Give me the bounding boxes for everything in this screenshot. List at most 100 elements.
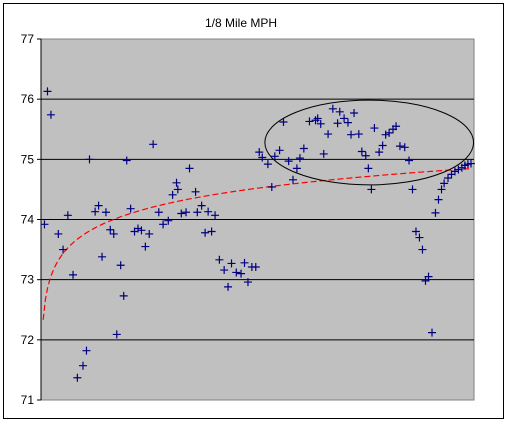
data-point (106, 225, 115, 234)
data-point (411, 227, 420, 236)
data-point (43, 87, 52, 96)
data-point (378, 141, 387, 150)
data-point (215, 255, 224, 264)
data-point (240, 258, 249, 267)
data-point (164, 216, 173, 225)
data-point (145, 229, 154, 238)
data-point (284, 157, 293, 166)
data-point (154, 208, 163, 217)
data-point (381, 130, 390, 139)
data-point (279, 118, 288, 127)
data-point (85, 155, 94, 164)
data-point (94, 201, 103, 210)
data-point (418, 245, 427, 254)
data-point (251, 263, 260, 272)
data-point (159, 220, 168, 229)
y-axis: 71 72 73 74 75 76 77 (21, 32, 42, 407)
data-point (98, 252, 107, 261)
data-point (172, 178, 181, 187)
data-point (324, 130, 333, 139)
data-point (357, 147, 366, 156)
data-point (444, 173, 453, 182)
highlight-group (264, 99, 475, 186)
data-point (350, 109, 359, 118)
data-point (408, 185, 417, 194)
data-point (299, 144, 308, 153)
y-tick-label: 77 (21, 32, 35, 46)
data-point (54, 229, 63, 238)
data-point (79, 361, 88, 370)
data-point (275, 146, 284, 155)
data-point (450, 167, 459, 176)
data-point (289, 175, 298, 184)
data-point (182, 208, 191, 217)
data-point (385, 128, 394, 137)
data-point (141, 242, 150, 251)
chart-title: 1/8 Mile MPH (205, 16, 277, 30)
data-point (434, 195, 443, 204)
data-point (364, 164, 373, 173)
data-point (201, 228, 210, 237)
trendline (42, 167, 472, 320)
data-point (313, 114, 322, 123)
data-point (191, 187, 200, 196)
data-point (211, 211, 220, 220)
data-point (437, 185, 446, 194)
data-point (375, 148, 384, 157)
data-point (119, 291, 128, 300)
data-point (316, 119, 325, 128)
data-point (69, 270, 78, 279)
data-point (333, 119, 342, 128)
data-point (91, 207, 100, 216)
data-point (392, 122, 401, 131)
data-points (40, 87, 475, 382)
data-point (421, 276, 430, 285)
data-point (207, 227, 216, 236)
chart-svg: 1/8 Mile MPH 71 72 73 74 75 76 77 (21, 16, 475, 407)
data-point (59, 245, 68, 254)
data-point (395, 142, 404, 151)
data-point (82, 346, 91, 355)
data-point (227, 259, 236, 268)
data-point (237, 269, 246, 278)
data-point (295, 154, 304, 163)
data-point (319, 149, 328, 158)
data-point (340, 114, 349, 123)
data-point (112, 330, 121, 339)
data-point (224, 282, 233, 291)
data-point (347, 130, 356, 139)
data-point (466, 159, 475, 168)
data-point (431, 208, 440, 217)
data-point (305, 117, 314, 126)
data-point (405, 156, 414, 165)
data-point (328, 104, 337, 113)
data-point (149, 140, 158, 149)
data-point (168, 190, 177, 199)
y-tick-label: 76 (21, 92, 35, 106)
data-point (73, 373, 82, 382)
y-tick-label: 72 (21, 333, 35, 347)
y-tick-label: 73 (21, 273, 35, 287)
data-point (415, 233, 424, 242)
data-point (267, 183, 276, 192)
trendline-group (42, 167, 472, 320)
data-point (255, 148, 264, 157)
data-point (258, 153, 267, 162)
data-point (400, 143, 409, 152)
data-point (220, 266, 229, 275)
data-point (361, 151, 370, 160)
data-point (109, 229, 118, 238)
data-point (63, 211, 72, 220)
data-point (427, 328, 436, 337)
y-tick-label: 75 (21, 152, 35, 166)
data-point (424, 272, 433, 281)
data-point (126, 204, 135, 213)
data-point (185, 164, 194, 173)
chart-frame: 1/8 Mile MPH 71 72 73 74 75 76 77 (3, 3, 504, 419)
data-point (454, 165, 463, 174)
data-point (367, 185, 376, 194)
highlight-ellipse (264, 99, 475, 186)
data-point (370, 124, 379, 133)
data-point (122, 156, 131, 165)
data-point (40, 220, 49, 229)
